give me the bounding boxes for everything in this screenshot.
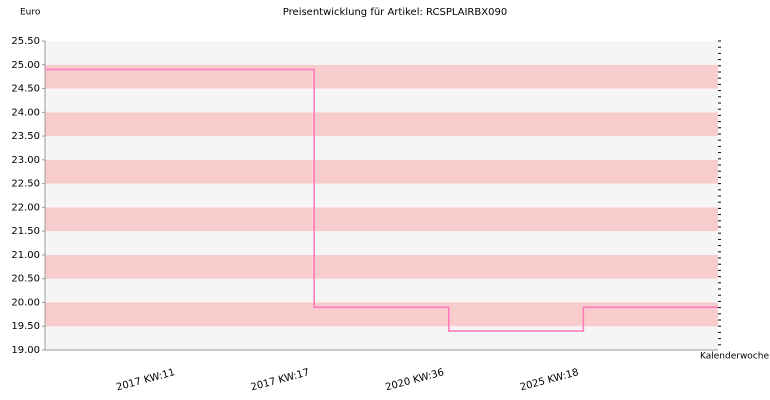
chart-title: Preisentwicklung für Artikel: RCSPLAIRBX… [283, 7, 507, 18]
x-axis-label: Kalenderwoche [700, 352, 769, 362]
band [45, 278, 718, 303]
band [45, 112, 718, 137]
x-tick-label: 2025 KW:18 [519, 367, 580, 393]
band [45, 88, 718, 113]
y-tick-label: 25.00 [11, 60, 40, 71]
band [45, 302, 718, 327]
band [45, 207, 718, 232]
band [45, 136, 718, 160]
y-tick-label: 21.50 [11, 226, 40, 237]
y-tick-label: 21.00 [11, 250, 40, 261]
y-tick-label: 24.00 [11, 107, 40, 118]
band [45, 159, 718, 184]
y-tick-label: 19.50 [11, 321, 40, 332]
x-tick-label: 2017 KW:11 [115, 367, 176, 393]
x-tick-label: 2017 KW:17 [250, 367, 311, 393]
y-tick-label: 24.50 [11, 84, 40, 95]
band [45, 326, 718, 350]
band [45, 41, 718, 65]
y-tick-label: 22.50 [11, 179, 40, 190]
y-tick-label: 23.50 [11, 131, 40, 142]
y-tick-label: 20.00 [11, 297, 40, 308]
y-tick-label: 19.00 [11, 345, 40, 356]
y-axis-label: Euro [20, 8, 41, 18]
band [45, 254, 718, 279]
y-tick-label: 25.50 [11, 36, 40, 47]
x-tick-label: 2020 KW:36 [384, 367, 445, 393]
y-tick-label: 20.50 [11, 274, 40, 285]
band [45, 64, 718, 89]
band [45, 183, 718, 208]
y-tick-label: 22.00 [11, 202, 40, 213]
band [45, 231, 718, 255]
y-tick-label: 23.00 [11, 155, 40, 166]
price-line [45, 68, 718, 332]
